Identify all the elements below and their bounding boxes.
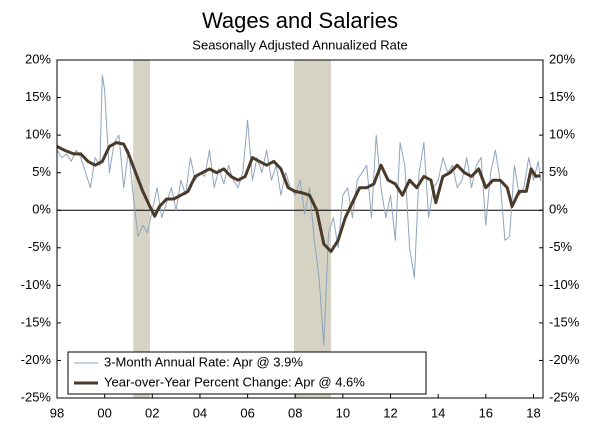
y2-tick-label: 15% — [549, 89, 575, 104]
y2-tick-label: -15% — [549, 314, 580, 329]
plot-frame — [56, 59, 544, 399]
y-tick-label: 5% — [32, 164, 51, 179]
y-tick-label: -5% — [28, 239, 52, 254]
y2-tick-label: 10% — [549, 127, 575, 142]
legend-label: Year-over-Year Percent Change: Apr @ 4.6… — [104, 374, 365, 389]
y2-tick-label: -10% — [549, 277, 580, 292]
x-tick-label: 12 — [383, 405, 397, 420]
legend-box — [67, 351, 427, 395]
y-tick-label: 20% — [25, 51, 51, 66]
x-tick-label: 18 — [526, 405, 540, 420]
y2-tick-label: 5% — [549, 164, 568, 179]
series-line — [56, 74, 542, 346]
y-tick-label: 15% — [25, 89, 51, 104]
x-tick-label: 16 — [479, 405, 493, 420]
recession-band — [294, 60, 331, 398]
y2-tick-label: 20% — [549, 51, 575, 66]
x-tick-label: 10 — [336, 405, 350, 420]
x-tick-label: 08 — [288, 405, 302, 420]
chart-title: Wages and Salaries — [202, 8, 398, 33]
y2-tick-label: 0% — [549, 202, 568, 217]
y2-tick-label: -5% — [549, 239, 573, 254]
series-line — [56, 141, 541, 253]
y2-tick-label: -25% — [549, 389, 580, 404]
x-tick-label: 98 — [50, 405, 64, 420]
chart-subtitle: Seasonally Adjusted Annualized Rate — [192, 37, 407, 52]
y2-tick-label: -20% — [549, 352, 580, 367]
x-tick-label: 02 — [145, 405, 159, 420]
x-tick-label: 00 — [97, 405, 111, 420]
y-tick-label: -20% — [21, 352, 52, 367]
y-tick-label: 10% — [25, 127, 51, 142]
x-tick-label: 04 — [193, 405, 207, 420]
x-tick-label: 14 — [431, 405, 445, 420]
legend-label: 3-Month Annual Rate: Apr @ 3.9% — [104, 354, 303, 369]
y-tick-label: -10% — [21, 277, 52, 292]
legend: 3-Month Annual Rate: Apr @ 3.9% Year-over… — [67, 351, 427, 395]
y-tick-label: 0% — [32, 202, 51, 217]
y-tick-label: -25% — [21, 389, 52, 404]
x-tick-label: 06 — [240, 405, 254, 420]
y-tick-label: -15% — [21, 314, 52, 329]
